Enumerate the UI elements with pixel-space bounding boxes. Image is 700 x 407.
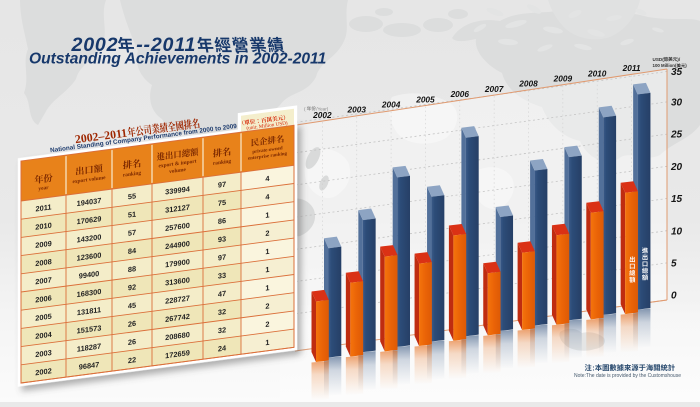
svg-text:2004: 2004 [35,330,52,341]
svg-text:4: 4 [265,192,270,202]
svg-text:179900: 179900 [165,257,190,269]
svg-text:2005: 2005 [415,94,435,104]
svg-text:1: 1 [265,338,269,348]
svg-text:2002–2011: 2002–2011 [74,126,128,147]
svg-text:86: 86 [218,216,226,226]
svg-text:75: 75 [218,198,226,208]
svg-text:2: 2 [265,320,269,330]
svg-text:export volume: export volume [72,175,106,185]
svg-text:168300: 168300 [77,287,102,299]
svg-text:(: ( [304,106,306,111]
svg-text:47: 47 [218,289,226,299]
svg-text:92: 92 [128,282,136,292]
svg-text:57: 57 [128,228,136,238]
svg-text::: : [592,363,594,372]
svg-text:2003: 2003 [347,105,367,115]
svg-text:244900: 244900 [165,239,190,251]
svg-text:1: 1 [265,265,269,275]
svg-text:0: 0 [671,291,677,302]
svg-text:volume: volume [169,167,186,175]
svg-text:2003: 2003 [35,348,51,359]
svg-text:312127: 312127 [165,203,190,215]
svg-text:143200: 143200 [77,232,102,244]
svg-text:84: 84 [128,246,137,256]
svg-text:1: 1 [265,283,269,293]
svg-text:151573: 151573 [77,323,102,335]
svg-text:2010: 2010 [587,68,607,78]
svg-text:97: 97 [218,252,226,262]
svg-text:2008: 2008 [518,79,538,89]
svg-text:257600: 257600 [165,221,190,233]
svg-text:Note:The date is provided by t: Note:The date is provided by the Customs… [574,373,681,379]
svg-text:93: 93 [218,234,226,244]
svg-text:): ) [685,63,687,68]
svg-text:26: 26 [128,337,136,347]
svg-text:2: 2 [265,229,269,239]
svg-text:ranking: ranking [123,170,142,178]
svg-text:15: 15 [671,194,683,205]
svg-text:2002: 2002 [312,110,332,120]
svg-text:32: 32 [218,307,226,317]
svg-text:35: 35 [671,67,683,78]
svg-text:228727: 228727 [165,294,190,306]
svg-text:/Year): /Year) [316,106,329,111]
svg-text:267742: 267742 [165,312,190,324]
svg-text:)/: )/ [677,57,681,62]
svg-text:2007: 2007 [35,275,51,286]
svg-text:99400: 99400 [79,269,100,281]
svg-text:97: 97 [218,180,226,190]
svg-text:51: 51 [128,210,136,220]
svg-text:88: 88 [128,264,136,274]
svg-text:2008: 2008 [35,257,51,268]
svg-text:year: year [38,185,49,192]
svg-text:33: 33 [218,271,226,281]
svg-text:Outstanding Achievements in 20: Outstanding Achievements in 2002-2011 [29,51,326,68]
svg-text:24: 24 [218,343,227,353]
svg-text:2011: 2011 [622,63,641,73]
svg-text:2005: 2005 [35,312,51,323]
svg-text:55: 55 [128,191,136,201]
svg-text:1: 1 [265,210,269,220]
svg-text:4: 4 [265,174,270,184]
svg-text:2004: 2004 [381,99,401,109]
svg-text:32: 32 [218,325,226,335]
svg-text:2011: 2011 [35,202,51,213]
svg-text:2006: 2006 [450,89,470,99]
svg-text:339994: 339994 [165,184,191,196]
svg-text:ranking: ranking [213,159,232,167]
svg-text:30: 30 [671,98,683,109]
svg-text:131811: 131811 [77,305,101,317]
svg-text:5: 5 [671,259,677,270]
svg-text:100 Million(: 100 Million( [653,63,677,68]
svg-text:--: -- [136,34,151,56]
svg-text:export & import: export & import [159,159,197,170]
svg-text:313600: 313600 [165,275,190,287]
svg-text:USD(: USD( [653,57,665,62]
svg-text:25: 25 [670,130,683,141]
svg-text:2006: 2006 [35,293,51,304]
svg-text:20: 20 [670,162,683,173]
svg-text:170629: 170629 [77,214,102,226]
svg-text:2002: 2002 [71,34,119,56]
svg-text:172659: 172659 [165,348,190,360]
svg-text:26: 26 [128,319,136,329]
svg-text:123600: 123600 [77,251,102,263]
svg-text:45: 45 [128,301,136,311]
svg-text:2009: 2009 [553,74,573,84]
svg-text:2010: 2010 [35,221,51,232]
svg-text:enterprise ranking: enterprise ranking [248,152,287,162]
svg-text:2009: 2009 [35,239,51,250]
svg-text:118287: 118287 [77,342,101,354]
svg-text:2011: 2011 [150,34,196,56]
svg-text:96847: 96847 [79,360,100,372]
svg-text:10: 10 [671,226,683,237]
svg-text:private-owned: private-owned [252,146,282,155]
svg-text:2002: 2002 [35,366,51,377]
svg-text:2: 2 [265,301,269,311]
svg-text:2007: 2007 [484,84,504,94]
svg-text:194037: 194037 [77,196,102,208]
svg-text:22: 22 [128,355,136,365]
svg-text:208680: 208680 [165,330,190,342]
svg-text:1: 1 [265,247,269,257]
